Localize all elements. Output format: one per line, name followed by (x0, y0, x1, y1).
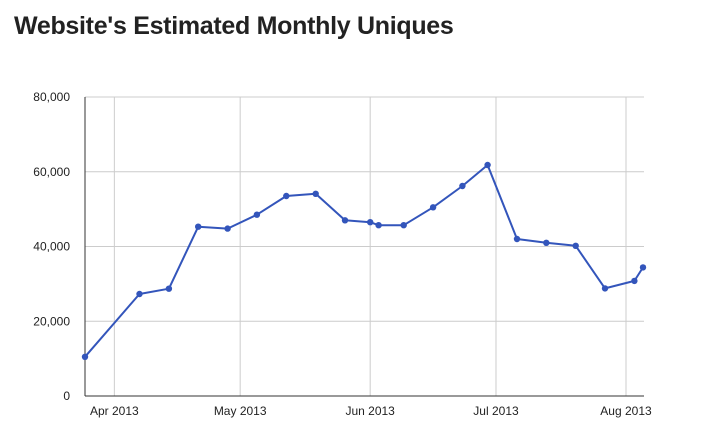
x-tick-label: Aug 2013 (600, 404, 652, 418)
grid (85, 96, 644, 396)
x-tick-label: May 2013 (214, 404, 267, 418)
data-point[interactable] (367, 219, 374, 226)
data-point[interactable] (283, 192, 290, 200)
data-point[interactable] (81, 353, 89, 360)
y-tick-label: 40,000 (33, 240, 70, 254)
data-point[interactable] (224, 225, 231, 232)
data-point[interactable] (165, 285, 173, 292)
data-point[interactable] (312, 190, 319, 197)
data-point[interactable] (639, 264, 647, 271)
y-tick-label: 60,000 (33, 165, 70, 179)
data-point[interactable] (341, 217, 349, 224)
chart-title: Website's Estimated Monthly Uniques (14, 12, 454, 40)
data-point[interactable] (253, 211, 261, 218)
y-tick-label: 20,000 (33, 314, 70, 328)
data-point[interactable] (459, 182, 466, 190)
series-layer (81, 161, 647, 360)
data-point[interactable] (136, 290, 143, 298)
data-point[interactable] (572, 242, 579, 249)
y-tick-label: 0 (63, 389, 70, 403)
axes (84, 97, 644, 397)
data-point[interactable] (631, 277, 638, 285)
x-tick-label: Apr 2013 (90, 404, 139, 418)
data-point[interactable] (543, 239, 550, 246)
y-tick-label: 80,000 (33, 90, 70, 104)
x-tick-label: Jun 2013 (345, 404, 395, 418)
data-point[interactable] (400, 222, 407, 229)
data-point[interactable] (484, 161, 491, 169)
series-line (84, 164, 644, 358)
data-point[interactable] (195, 223, 202, 230)
data-point[interactable] (375, 222, 382, 229)
data-point[interactable] (513, 235, 521, 243)
data-point[interactable] (429, 204, 437, 211)
data-point[interactable] (601, 285, 609, 292)
tick-labels: 0 20,000 40,000 60,000 80,000 Apr 2013 May 201… (33, 90, 652, 418)
x-tick-label: Jul 2013 (473, 404, 519, 418)
